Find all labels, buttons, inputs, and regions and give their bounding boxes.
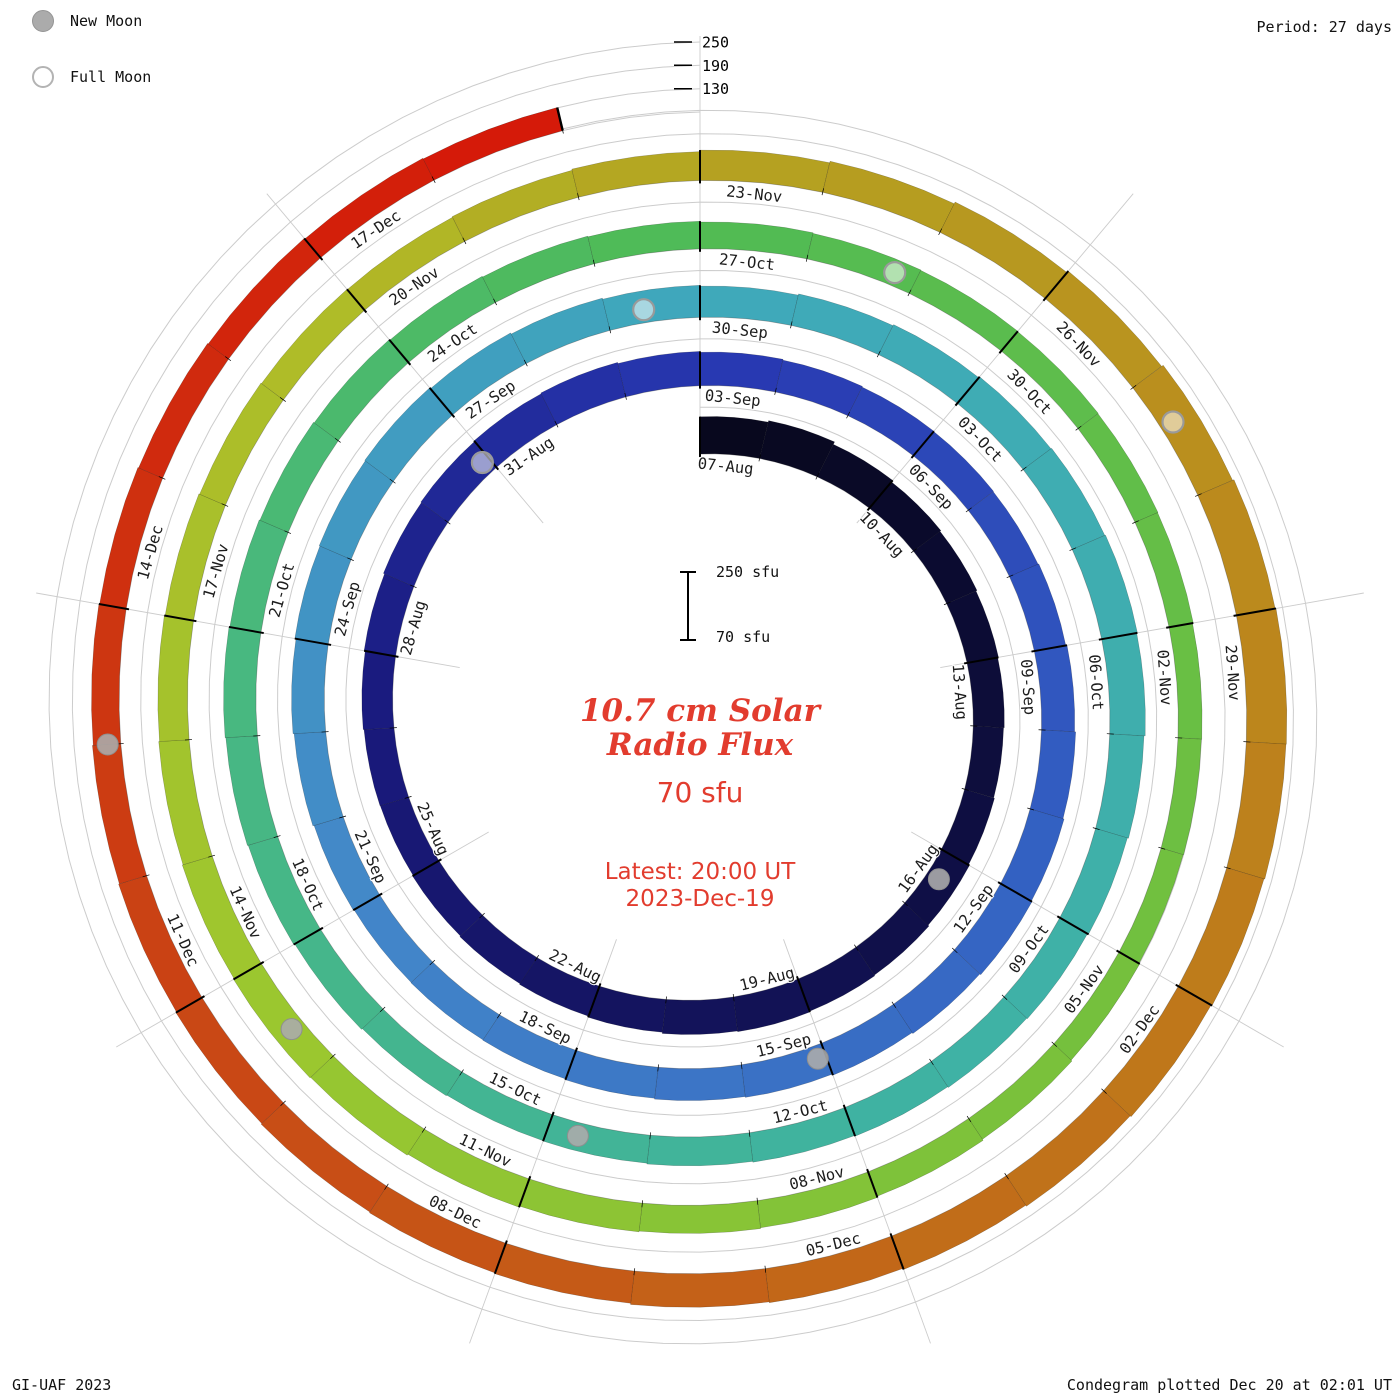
full-moon-icon: [32, 66, 54, 88]
credit-label: GI-UAF 2023: [12, 1376, 112, 1394]
full-moon-marker: [1161, 410, 1185, 434]
date-label: 30-Sep: [711, 318, 769, 342]
date-label: 03-Sep: [704, 386, 762, 410]
current-flux-value: 70 sfu: [656, 776, 744, 810]
flux-axis-tick-label: 190: [702, 57, 729, 75]
plotted-timestamp: Condegram plotted Dec 20 at 02:01 UT: [1066, 1376, 1392, 1394]
moon-markers: [96, 261, 1185, 1147]
legend-new-moon-row: New Moon: [32, 10, 151, 32]
new-moon-marker: [566, 1124, 589, 1147]
period-label: Period: 27 days: [1256, 18, 1392, 36]
flux-axis: 250 190 130: [674, 34, 729, 98]
center-text-block: 10.7 cm Solar Radio Flux 70 sfu Latest: …: [580, 694, 820, 913]
chart-title-line2: Radio Flux: [606, 727, 794, 764]
date-label: 06-Oct: [1085, 654, 1107, 711]
new-moon-marker: [806, 1047, 829, 1070]
new-moon-icon: [32, 10, 54, 32]
full-moon-marker: [883, 261, 907, 285]
legend-full-moon-row: Full Moon: [32, 66, 151, 88]
latest-time: Latest: 20:00 UT: [604, 859, 796, 886]
scalebar-min-label: 70 sfu: [716, 628, 771, 646]
full-moon-label: Full Moon: [70, 68, 152, 86]
date-label: 02-Nov: [1153, 649, 1175, 706]
date-label: 27-Oct: [718, 250, 776, 274]
new-moon-marker: [96, 733, 119, 756]
flux-bars: [91, 107, 1288, 1308]
moon-legend: New Moon Full Moon: [32, 10, 151, 88]
center-scalebar: [680, 571, 696, 641]
new-moon-label: New Moon: [70, 12, 143, 30]
latest-date: 2023-Dec-19: [625, 886, 775, 913]
new-moon-marker: [280, 1018, 303, 1041]
full-moon-marker: [632, 298, 656, 322]
tick-marks: [98, 107, 1277, 1276]
date-label: 09-Sep: [1017, 658, 1039, 715]
date-label: 07-Aug: [697, 454, 755, 478]
flux-axis-tick-label: 250: [702, 34, 729, 52]
date-label: 29-Nov: [1222, 644, 1244, 701]
full-moon-marker: [470, 450, 494, 475]
date-label: 13-Aug: [949, 663, 971, 720]
new-moon-marker: [927, 868, 950, 891]
chart-title-line1: 10.7 cm Solar: [579, 693, 821, 729]
scalebar-max-label: 250 sfu: [716, 563, 780, 581]
flux-axis-tick-label: 130: [702, 80, 729, 98]
